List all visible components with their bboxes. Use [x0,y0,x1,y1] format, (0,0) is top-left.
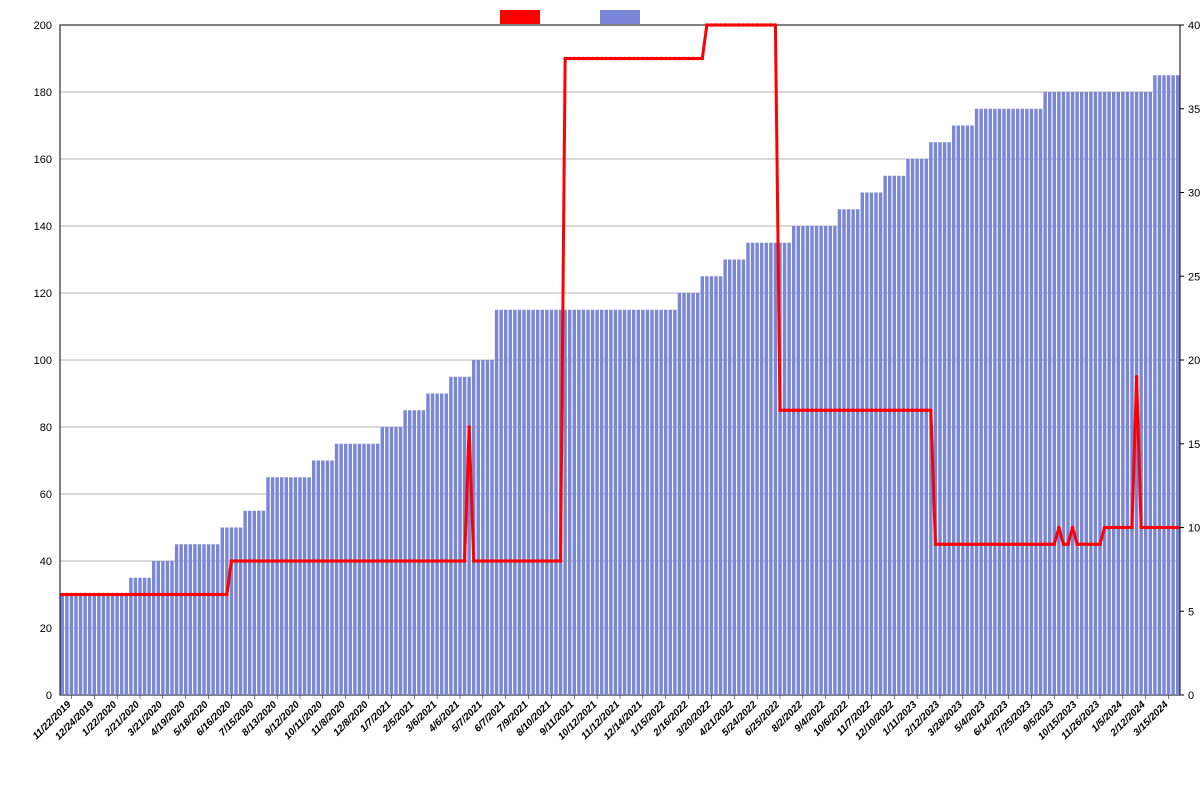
svg-text:20: 20 [1188,355,1200,367]
svg-text:180: 180 [34,87,52,99]
svg-text:160: 160 [34,154,52,166]
svg-text:15: 15 [1188,439,1200,451]
svg-text:30: 30 [1188,188,1200,200]
svg-text:35: 35 [1188,104,1200,116]
svg-text:5: 5 [1188,606,1194,618]
dual-axis-chart: 0 20 40 60 80 100 120 140 160 180 200 0 5 10 15 20 25 30 3… [0,0,1200,800]
svg-text:40: 40 [1188,20,1200,32]
svg-text:0: 0 [46,690,52,702]
svg-text:200: 200 [34,20,52,32]
svg-text:40: 40 [40,556,52,568]
svg-text:20: 20 [40,623,52,635]
svg-text:60: 60 [40,489,52,501]
svg-text:0: 0 [1188,690,1194,702]
svg-text:10: 10 [1188,523,1200,535]
svg-text:120: 120 [34,288,52,300]
svg-text:100: 100 [34,355,52,367]
svg-text:80: 80 [40,422,52,434]
chart-svg: 0 20 40 60 80 100 120 140 160 180 200 0 5 10 15 20 25 30 3… [0,0,1200,800]
svg-text:25: 25 [1188,271,1200,283]
svg-text:140: 140 [34,221,52,233]
